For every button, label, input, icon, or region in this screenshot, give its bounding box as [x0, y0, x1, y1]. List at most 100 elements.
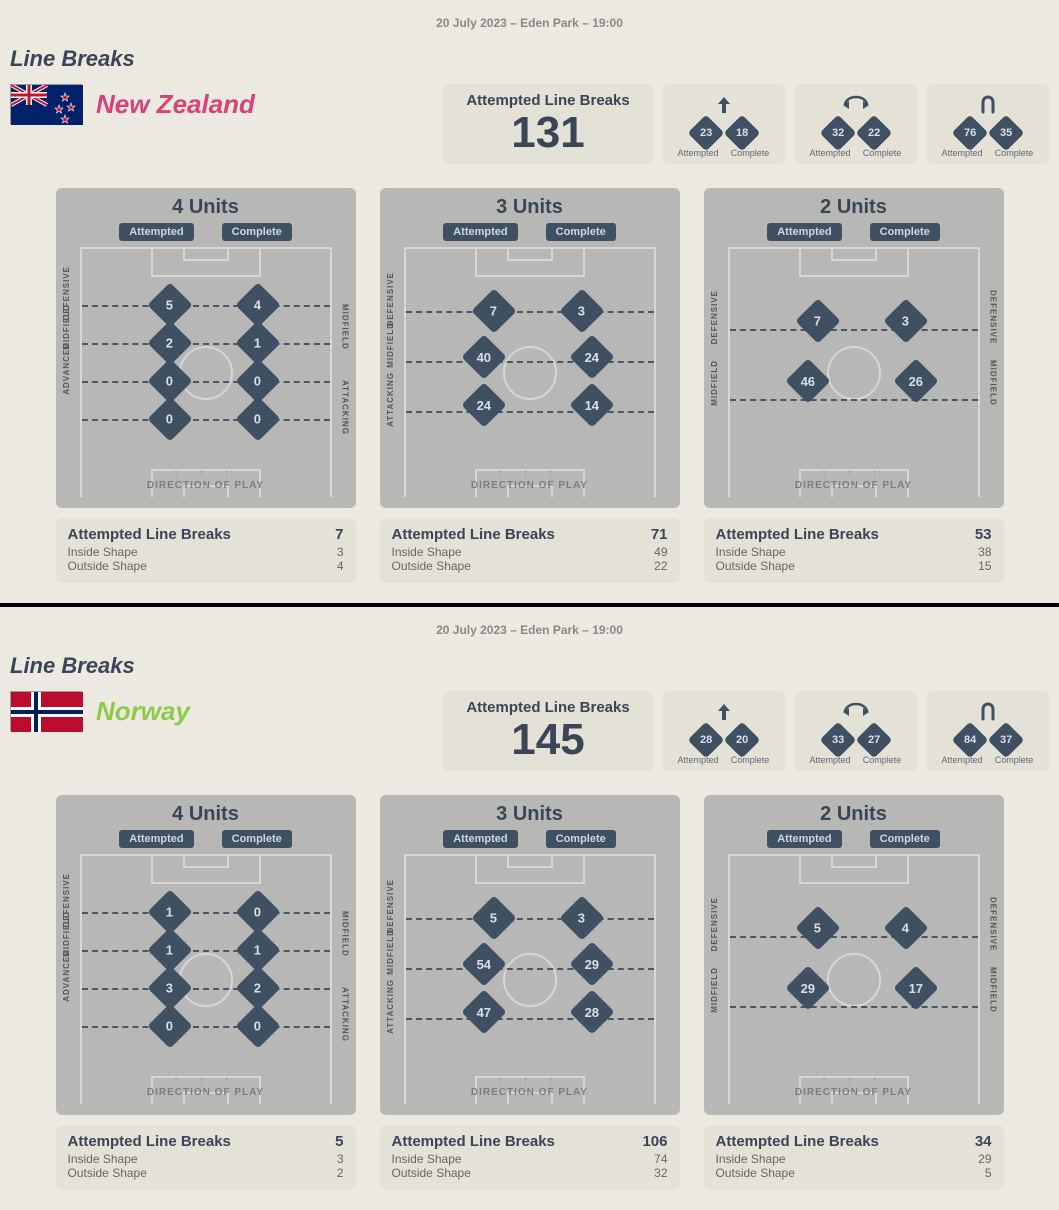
pitch-column: 3 Units Attempted Complete DEFENSIVEMIDF… — [380, 795, 680, 1190]
pitch-stats: Attempted Line Breaks71 Inside Shape49 O… — [380, 518, 680, 583]
diamond-value: 3 — [559, 895, 604, 940]
pitch-field: 54 29 17 ↑ ↑ ↑DIRECTION OF PLAY — [728, 854, 980, 1104]
diamond-value: 7 — [471, 288, 516, 333]
pitch-column: 2 Units Attempted Complete DEFENSIVEMIDF… — [704, 795, 1004, 1190]
attempted-badge: Attempted — [119, 223, 193, 241]
section-title: Line Breaks — [10, 653, 1049, 679]
pitch-column: 4 Units Attempted Complete DEFENSIVEMIDF… — [56, 795, 356, 1190]
loop-icon — [809, 699, 903, 725]
diamond-value: 18 — [724, 115, 761, 152]
u-turn-icon — [941, 699, 1035, 725]
pitch-card: 2 Units Attempted Complete DEFENSIVEMIDF… — [704, 795, 1004, 1115]
diamond-value: 17 — [893, 965, 938, 1010]
section-title: Line Breaks — [10, 46, 1049, 72]
diamond-value: 4 — [883, 905, 928, 950]
team-identity: New Zealand — [10, 84, 310, 124]
diamond-value: 37 — [988, 722, 1025, 759]
mini-stat-card: 3327 AttemptedComplete — [795, 691, 917, 771]
pitch-title: 3 Units — [386, 196, 674, 219]
complete-badge: Complete — [546, 223, 616, 241]
diamond-value: 24 — [569, 334, 614, 379]
direction-of-play: ↑ ↑ ↑DIRECTION OF PLAY — [730, 466, 978, 491]
complete-badge: Complete — [870, 223, 940, 241]
diamond-value: 32 — [820, 115, 857, 152]
diamond-value: 22 — [856, 115, 893, 152]
diamond-value: 14 — [569, 382, 614, 427]
total-linebreaks-card: Attempted Line Breaks 145 — [443, 691, 653, 771]
diamond-value: 24 — [461, 382, 506, 427]
pitch-card: 3 Units Attempted Complete DEFENSIVEMIDF… — [380, 795, 680, 1115]
diamond-value: 7 — [795, 298, 840, 343]
diamond-value: 28 — [688, 722, 725, 759]
diamond-value: 0 — [147, 1003, 192, 1048]
pitch-column: 2 Units Attempted Complete DEFENSIVEMIDF… — [704, 188, 1004, 583]
team-name: Norway — [96, 696, 190, 727]
pitch-field: 53 54 29 47 28 ↑ ↑ ↑DIRECTION OF PLAY — [404, 854, 656, 1104]
pitch-column: 3 Units Attempted Complete DEFENSIVEMIDF… — [380, 188, 680, 583]
diamond-value: 27 — [856, 722, 893, 759]
diamond-value: 20 — [724, 722, 761, 759]
diamond-value: 47 — [461, 989, 506, 1034]
pitch-field: 54210000 ↑ ↑ ↑DIRECTION OF PLAY — [80, 247, 332, 497]
pitch-stats: Attempted Line Breaks7 Inside Shape3 Out… — [56, 518, 356, 583]
pitch-field: 10113200 ↑ ↑ ↑DIRECTION OF PLAY — [80, 854, 332, 1104]
diamond-value: 26 — [893, 358, 938, 403]
complete-badge: Complete — [870, 830, 940, 848]
diamond-value: 28 — [569, 989, 614, 1034]
pitch-stats: Attempted Line Breaks106 Inside Shape74 … — [380, 1125, 680, 1190]
direction-of-play: ↑ ↑ ↑DIRECTION OF PLAY — [82, 466, 330, 491]
diamond-value: 40 — [461, 334, 506, 379]
pitch-card: 4 Units Attempted Complete DEFENSIVEMIDF… — [56, 795, 356, 1115]
direction-of-play: ↑ ↑ ↑DIRECTION OF PLAY — [406, 466, 654, 491]
attempted-badge: Attempted — [767, 223, 841, 241]
pitch-card: 4 Units Attempted Complete DEFENSIVEMIDF… — [56, 188, 356, 508]
match-meta: 20 July 2023 – Eden Park – 19:00 — [10, 617, 1049, 647]
diamond-value: 0 — [235, 1003, 280, 1048]
direction-of-play: ↑ ↑ ↑DIRECTION OF PLAY — [730, 1073, 978, 1098]
attempted-badge: Attempted — [767, 830, 841, 848]
pitch-title: 3 Units — [386, 803, 674, 826]
complete-badge: Complete — [222, 223, 292, 241]
team-name: New Zealand — [96, 89, 255, 120]
diamond-value: 33 — [820, 722, 857, 759]
diamond-value: 46 — [785, 358, 830, 403]
mini-stat-card: 3222 AttemptedComplete — [795, 84, 917, 164]
pitch-field: 734626 ↑ ↑ ↑DIRECTION OF PLAY — [728, 247, 980, 497]
attempted-badge: Attempted — [443, 223, 517, 241]
pitch-card: 2 Units Attempted Complete DEFENSIVEMIDF… — [704, 188, 1004, 508]
diamond-value: 54 — [461, 941, 506, 986]
diamond-value: 29 — [569, 941, 614, 986]
complete-badge: Complete — [546, 830, 616, 848]
pitch-stats: Attempted Line Breaks34 Inside Shape29 O… — [704, 1125, 1004, 1190]
attempted-badge: Attempted — [119, 830, 193, 848]
diamond-value: 0 — [235, 396, 280, 441]
pitch-title: 4 Units — [62, 196, 350, 219]
u-turn-icon — [941, 92, 1035, 118]
mini-stat-card: 2318 AttemptedComplete — [663, 84, 785, 164]
direction-of-play: ↑ ↑ ↑DIRECTION OF PLAY — [406, 1073, 654, 1098]
diamond-value: 23 — [688, 115, 725, 152]
diamond-value: 84 — [952, 722, 989, 759]
pitch-column: 4 Units Attempted Complete DEFENSIVEMIDF… — [56, 188, 356, 583]
complete-badge: Complete — [222, 830, 292, 848]
arrow-up-icon — [677, 699, 771, 725]
diamond-value: 5 — [795, 905, 840, 950]
mini-stat-card: 2820 AttemptedComplete — [663, 691, 785, 771]
pitch-stats: Attempted Line Breaks53 Inside Shape38 O… — [704, 518, 1004, 583]
pitch-title: 2 Units — [710, 803, 998, 826]
pitch-title: 4 Units — [62, 803, 350, 826]
diamond-value: 3 — [559, 288, 604, 333]
direction-of-play: ↑ ↑ ↑DIRECTION OF PLAY — [82, 1073, 330, 1098]
diamond-value: 5 — [471, 895, 516, 940]
pitch-field: 7340242414 ↑ ↑ ↑DIRECTION OF PLAY — [404, 247, 656, 497]
diamond-value: 29 — [785, 965, 830, 1010]
loop-icon — [809, 92, 903, 118]
attempted-badge: Attempted — [443, 830, 517, 848]
arrow-up-icon — [677, 92, 771, 118]
diamond-value: 0 — [147, 396, 192, 441]
diamond-value: 76 — [952, 115, 989, 152]
pitch-card: 3 Units Attempted Complete DEFENSIVEMIDF… — [380, 188, 680, 508]
team-section: 20 July 2023 – Eden Park – 19:00 Line Br… — [0, 607, 1059, 1210]
flag-icon — [10, 691, 82, 731]
team-identity: Norway — [10, 691, 310, 731]
